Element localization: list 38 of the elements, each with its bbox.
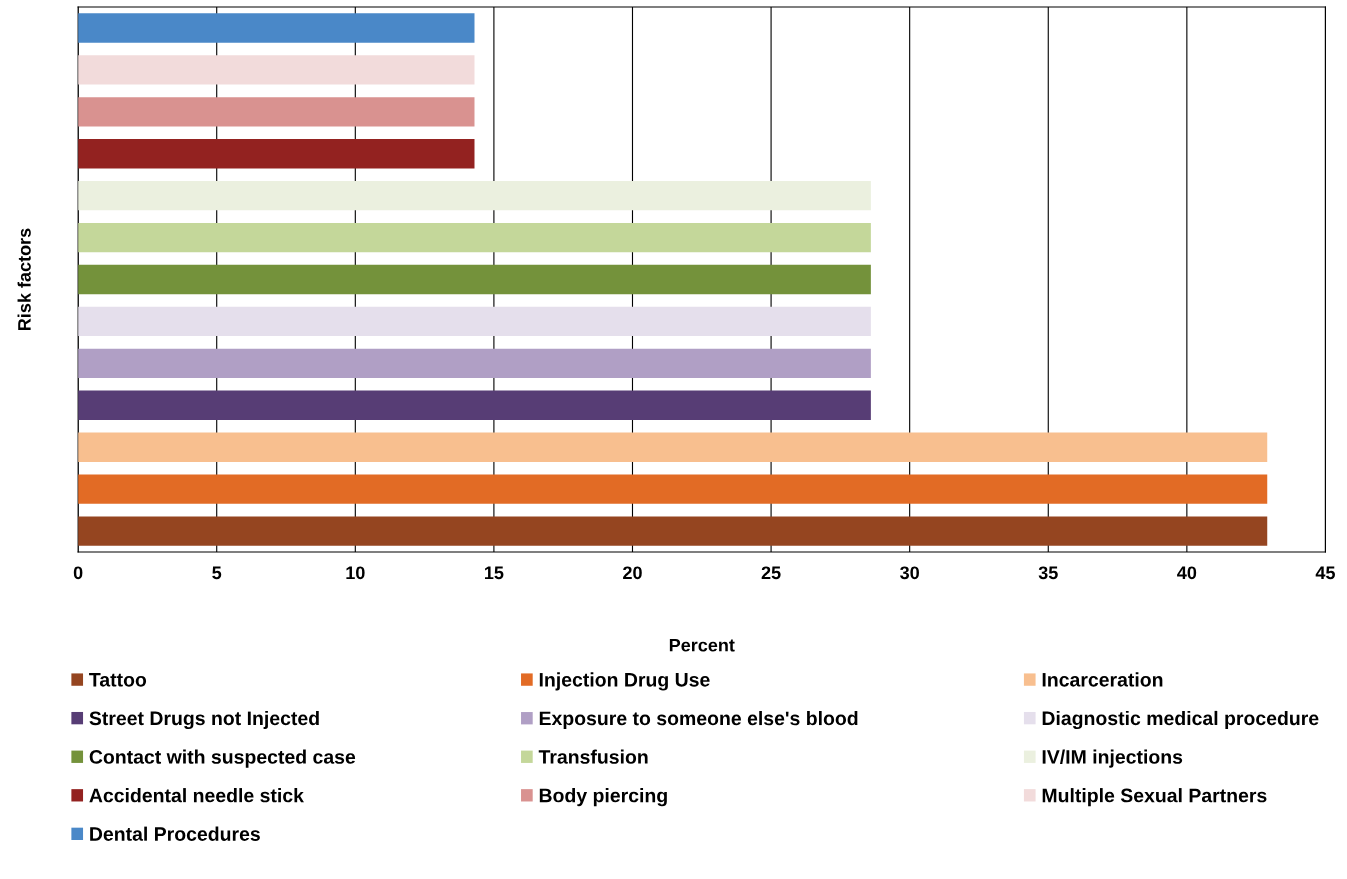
bar [78, 264, 871, 295]
bar [78, 516, 1268, 546]
x-axis-title: Percent [669, 638, 735, 652]
x-tick-label: 15 [485, 566, 504, 580]
x-tick-label: 25 [761, 566, 781, 580]
bar [78, 348, 871, 379]
legend-label: Street Drugs not Injected [89, 710, 319, 730]
legend-label: Multiple Sexual Partners [1042, 788, 1267, 807]
legend-label: Exposure to someone else's blood [539, 710, 858, 730]
x-tick-label: 45 [1315, 566, 1335, 580]
bar [78, 222, 871, 253]
x-tick-label: 40 [1177, 566, 1197, 580]
legend-label: Body piercing [539, 788, 667, 807]
legend-label: Incarceration [1042, 672, 1163, 687]
bar [78, 306, 871, 337]
bar [78, 474, 1268, 504]
legend-label: IV/IM injections [1042, 749, 1183, 768]
x-tick-label: 20 [623, 566, 642, 580]
bar [78, 55, 475, 85]
bar [78, 181, 871, 211]
bar [78, 390, 871, 420]
x-tick-label: 0 [73, 566, 83, 580]
legend-label: Tattoo [89, 673, 147, 687]
x-tick-label: 10 [346, 566, 365, 580]
bar [78, 432, 1268, 462]
bar [78, 97, 475, 127]
legend-label: Diagnostic medical procedure [1042, 710, 1319, 730]
x-tick-label: 30 [900, 566, 919, 580]
x-tick-label: 35 [1038, 566, 1058, 580]
legend-label: Transfusion [538, 749, 648, 764]
legend-label: Injection Drug Use [539, 672, 710, 691]
x-tick-label: 5 [212, 566, 222, 580]
y-axis-title: Risk factors [17, 228, 31, 330]
legend-label: Dental Procedures [90, 826, 260, 841]
bar [78, 13, 475, 43]
bar [78, 139, 475, 169]
legend-label: Contact with suspected case [89, 749, 356, 768]
legend-label: Accidental needle stick [89, 788, 304, 803]
